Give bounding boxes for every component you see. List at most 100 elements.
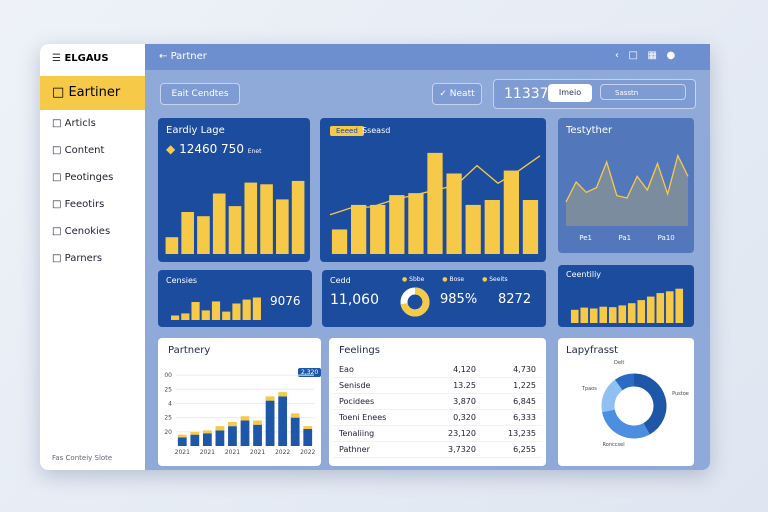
y-tick-label: 00 — [164, 372, 172, 379]
table-cell: Pathner — [333, 441, 422, 458]
bar — [181, 313, 190, 320]
x-tick-label: 2021 — [250, 449, 265, 456]
bar — [242, 299, 251, 320]
nav-item[interactable]: □ Content — [52, 145, 105, 156]
action-button[interactable]: ✓ Neatt — [432, 83, 482, 105]
x-label: Pe1 — [579, 234, 592, 242]
top-title-text: Partner — [170, 51, 207, 62]
slice-label: Ronccsel — [603, 442, 625, 448]
percent: 985% — [440, 292, 478, 307]
nav-item[interactable]: □ Peotinges — [52, 172, 114, 183]
table: Eao 4,120 4,730 Senisde 13.25 1,225 Pocidees 3,… — [333, 362, 542, 458]
active-item[interactable]: □ Eartiner — [40, 76, 145, 110]
bar — [608, 307, 617, 323]
bar — [351, 204, 367, 254]
bar-segment — [278, 392, 288, 397]
bar — [181, 212, 194, 254]
nav-item[interactable]: □ Parners — [52, 253, 103, 264]
testyther-card: Testyther Pe1 Pa1 Pa10 — [558, 118, 694, 253]
card-title: Ceentiliy — [566, 270, 602, 279]
legend-label: Sbbe — [409, 276, 425, 283]
stacked-chart: 00 25 4 25 20 2021 2021 2021 2021 2022 2022 — [164, 372, 315, 456]
card-title: Feelings — [339, 345, 380, 356]
censies-card: Censies 9076 — [158, 270, 312, 327]
bar — [446, 173, 462, 254]
bar-segment — [177, 437, 187, 446]
bar — [665, 291, 674, 323]
x-tick-label: 2021 — [200, 449, 215, 456]
filter-button[interactable]: Imeio — [548, 84, 592, 102]
table-row: Pathner 3,7320 6,255 — [333, 441, 542, 458]
earnings-chart — [165, 180, 305, 254]
sidebar-footer: Fas Conteiy Slote — [52, 454, 113, 462]
table-row: Tenaliing 23,120 13,235 — [333, 425, 542, 442]
bar — [197, 216, 210, 254]
table-cell: Pocidees — [333, 393, 422, 410]
bar — [627, 303, 636, 323]
edit-button[interactable]: Eait Cendtes — [160, 83, 240, 105]
active-label: Eartiner — [68, 85, 121, 100]
x-tick-label: 2022 — [300, 449, 315, 456]
table-row: Eao 4,120 4,730 — [333, 362, 542, 378]
line — [565, 153, 689, 203]
bar — [165, 237, 179, 254]
x-tick-label: 2022 — [275, 449, 290, 456]
bar — [580, 307, 589, 323]
table-cell: 6,255 — [481, 441, 542, 458]
count: 11337 — [504, 86, 549, 102]
top-title: ← Partner — [159, 51, 207, 62]
ring-value — [400, 287, 430, 317]
table-cell: 6,333 — [481, 409, 542, 426]
badge: Eeeed — [330, 126, 364, 136]
donut-slice — [633, 373, 667, 435]
bar — [191, 302, 200, 320]
bar-segment — [240, 420, 250, 446]
table-cell: Senisde — [333, 377, 422, 394]
nav-item[interactable]: □ Feeotirs — [52, 199, 105, 210]
bar — [201, 310, 210, 320]
nav-item[interactable]: □ Cenokies — [52, 226, 111, 237]
ceentiliy-chart — [570, 288, 684, 323]
bar — [228, 206, 242, 254]
censies-chart — [171, 297, 261, 320]
bar-segment — [265, 396, 275, 401]
donut-slice — [601, 379, 623, 413]
table-cell: 3,870 — [421, 393, 482, 410]
trend-chart — [329, 152, 541, 254]
card-title: Partnery — [168, 345, 211, 356]
y-tick-label: 20 — [164, 429, 172, 436]
bar — [522, 200, 539, 254]
bar — [646, 296, 655, 323]
x-tick-label: 2021 — [225, 449, 240, 456]
bar — [252, 297, 261, 320]
card-title: Censies — [166, 276, 198, 285]
donut-slice — [614, 373, 635, 391]
bar-segment — [290, 417, 300, 446]
bar — [427, 152, 443, 254]
feelings-card: Feelings Eao 4,120 4,730 Senisde 13.25 1,225 P… — [329, 338, 546, 466]
card-value: 9076 — [270, 294, 301, 308]
bar-segment — [177, 434, 187, 438]
table-cell: 13,235 — [481, 425, 542, 442]
x-label: Pa1 — [618, 234, 632, 242]
bar-segment — [253, 420, 262, 425]
legend-entry: ● Sbbe — [402, 276, 425, 283]
search-box[interactable]: Sasstn — [600, 84, 686, 100]
bar — [656, 293, 665, 323]
bar — [276, 199, 289, 254]
bar-segment — [228, 421, 237, 427]
y-tick-label: 25 — [164, 415, 172, 422]
slice-label: Tpaos — [581, 386, 597, 392]
donut-slice — [602, 409, 650, 439]
bar — [370, 204, 386, 254]
lapyfrasst-card: Lapyfrasst Pustoe Ronccsel Tpaos Delt — [558, 338, 694, 466]
top-icons[interactable]: ‹ □ ▦ ● — [615, 50, 676, 61]
table-cell: 3,7320 — [421, 441, 482, 458]
bar — [232, 303, 241, 320]
card-title: Eardiy Lage — [166, 125, 225, 136]
legend-entry: ● Seeits — [482, 276, 508, 283]
bar — [465, 204, 481, 254]
table-row: Toeni Enees 0,320 6,333 — [333, 409, 542, 426]
nav-item[interactable]: □ Articls — [52, 118, 96, 129]
bar-segment — [215, 426, 225, 431]
